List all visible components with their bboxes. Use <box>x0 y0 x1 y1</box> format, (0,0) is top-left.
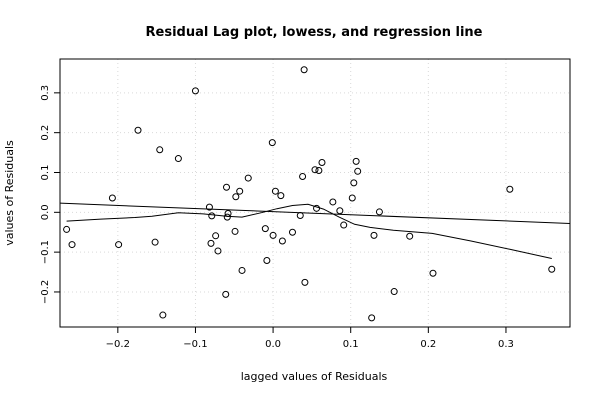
data-point-31 <box>288 228 296 236</box>
chart-title: Residual Lag plot, lowess, and regressio… <box>146 25 483 40</box>
data-point-38 <box>315 167 323 175</box>
data-point-32 <box>296 211 304 219</box>
y-tick-label-0: −0.2 <box>40 280 51 304</box>
data-point-23 <box>244 174 252 182</box>
data-point-26 <box>268 139 276 147</box>
data-point-50 <box>390 288 398 296</box>
data-point-15 <box>222 290 230 298</box>
y-tick-label-5: 0.3 <box>40 85 51 101</box>
x-tick-label-0: −0.2 <box>106 339 130 350</box>
data-point-17 <box>223 213 231 221</box>
data-point-35 <box>301 278 309 286</box>
y-axis-label: values of Residuals <box>3 140 16 246</box>
y-axis: −0.2 −0.1 0.0 0.1 0.2 0.3 <box>40 85 60 304</box>
data-point-7 <box>159 311 167 319</box>
data-point-45 <box>352 157 360 165</box>
x-tick-label-5: 0.3 <box>498 339 514 350</box>
data-point-3 <box>115 241 123 249</box>
x-tick-label-1: −0.1 <box>183 339 207 350</box>
data-point-24 <box>261 225 269 233</box>
data-point-11 <box>207 239 215 247</box>
x-axis-label: lagged values of Residuals <box>241 370 388 383</box>
data-point-44 <box>350 179 358 187</box>
data-point-41 <box>336 207 344 215</box>
data-point-39 <box>318 159 326 167</box>
data-point-16 <box>223 183 231 191</box>
data-point-54 <box>548 265 556 273</box>
data-point-43 <box>348 194 356 202</box>
data-point-36 <box>311 166 319 174</box>
data-point-34 <box>300 66 308 74</box>
data-point-9 <box>191 87 199 95</box>
data-point-6 <box>156 146 164 154</box>
y-tick-label-2: 0.0 <box>40 204 51 220</box>
data-point-48 <box>370 231 378 239</box>
data-point-33 <box>299 172 307 180</box>
data-point-27 <box>269 231 277 239</box>
data-point-1 <box>68 241 76 249</box>
data-point-28 <box>271 187 279 195</box>
data-point-4 <box>134 126 142 134</box>
data-point-19 <box>231 227 239 235</box>
data-point-10 <box>205 203 213 211</box>
data-point-18 <box>224 210 232 218</box>
data-point-40 <box>329 198 337 206</box>
x-axis: −0.2 −0.1 0.0 0.1 0.2 0.3 <box>106 327 514 350</box>
data-point-14 <box>214 247 222 255</box>
regression-line <box>59 202 571 224</box>
y-tick-label-4: 0.2 <box>40 125 51 141</box>
lowess-line <box>66 203 552 259</box>
data-point-47 <box>368 314 376 322</box>
data-point-37 <box>313 204 321 212</box>
data-point-21 <box>236 187 244 195</box>
y-tick-label-3: 0.1 <box>40 165 51 181</box>
x-tick-label-3: 0.1 <box>343 339 359 350</box>
grid <box>60 59 570 327</box>
data-point-5 <box>151 238 159 246</box>
data-point-42 <box>340 221 348 229</box>
data-point-20 <box>232 193 240 201</box>
data-point-12 <box>208 212 216 220</box>
data-points <box>63 66 556 322</box>
data-point-52 <box>429 269 437 277</box>
data-point-0 <box>63 225 71 233</box>
data-point-22 <box>238 266 246 274</box>
data-point-51 <box>406 232 414 240</box>
x-tick-label-4: 0.2 <box>420 339 436 350</box>
data-point-25 <box>263 256 271 264</box>
data-point-46 <box>354 167 362 175</box>
data-point-8 <box>174 155 182 163</box>
data-point-53 <box>506 185 514 193</box>
fit-lines <box>59 202 571 259</box>
y-tick-label-1: −0.1 <box>40 240 51 264</box>
x-tick-label-2: 0.0 <box>265 339 281 350</box>
data-point-13 <box>212 232 220 240</box>
data-point-29 <box>277 192 285 200</box>
data-point-30 <box>278 237 286 245</box>
plot-frame <box>59 58 571 328</box>
data-point-2 <box>108 194 116 202</box>
data-point-49 <box>375 208 383 216</box>
